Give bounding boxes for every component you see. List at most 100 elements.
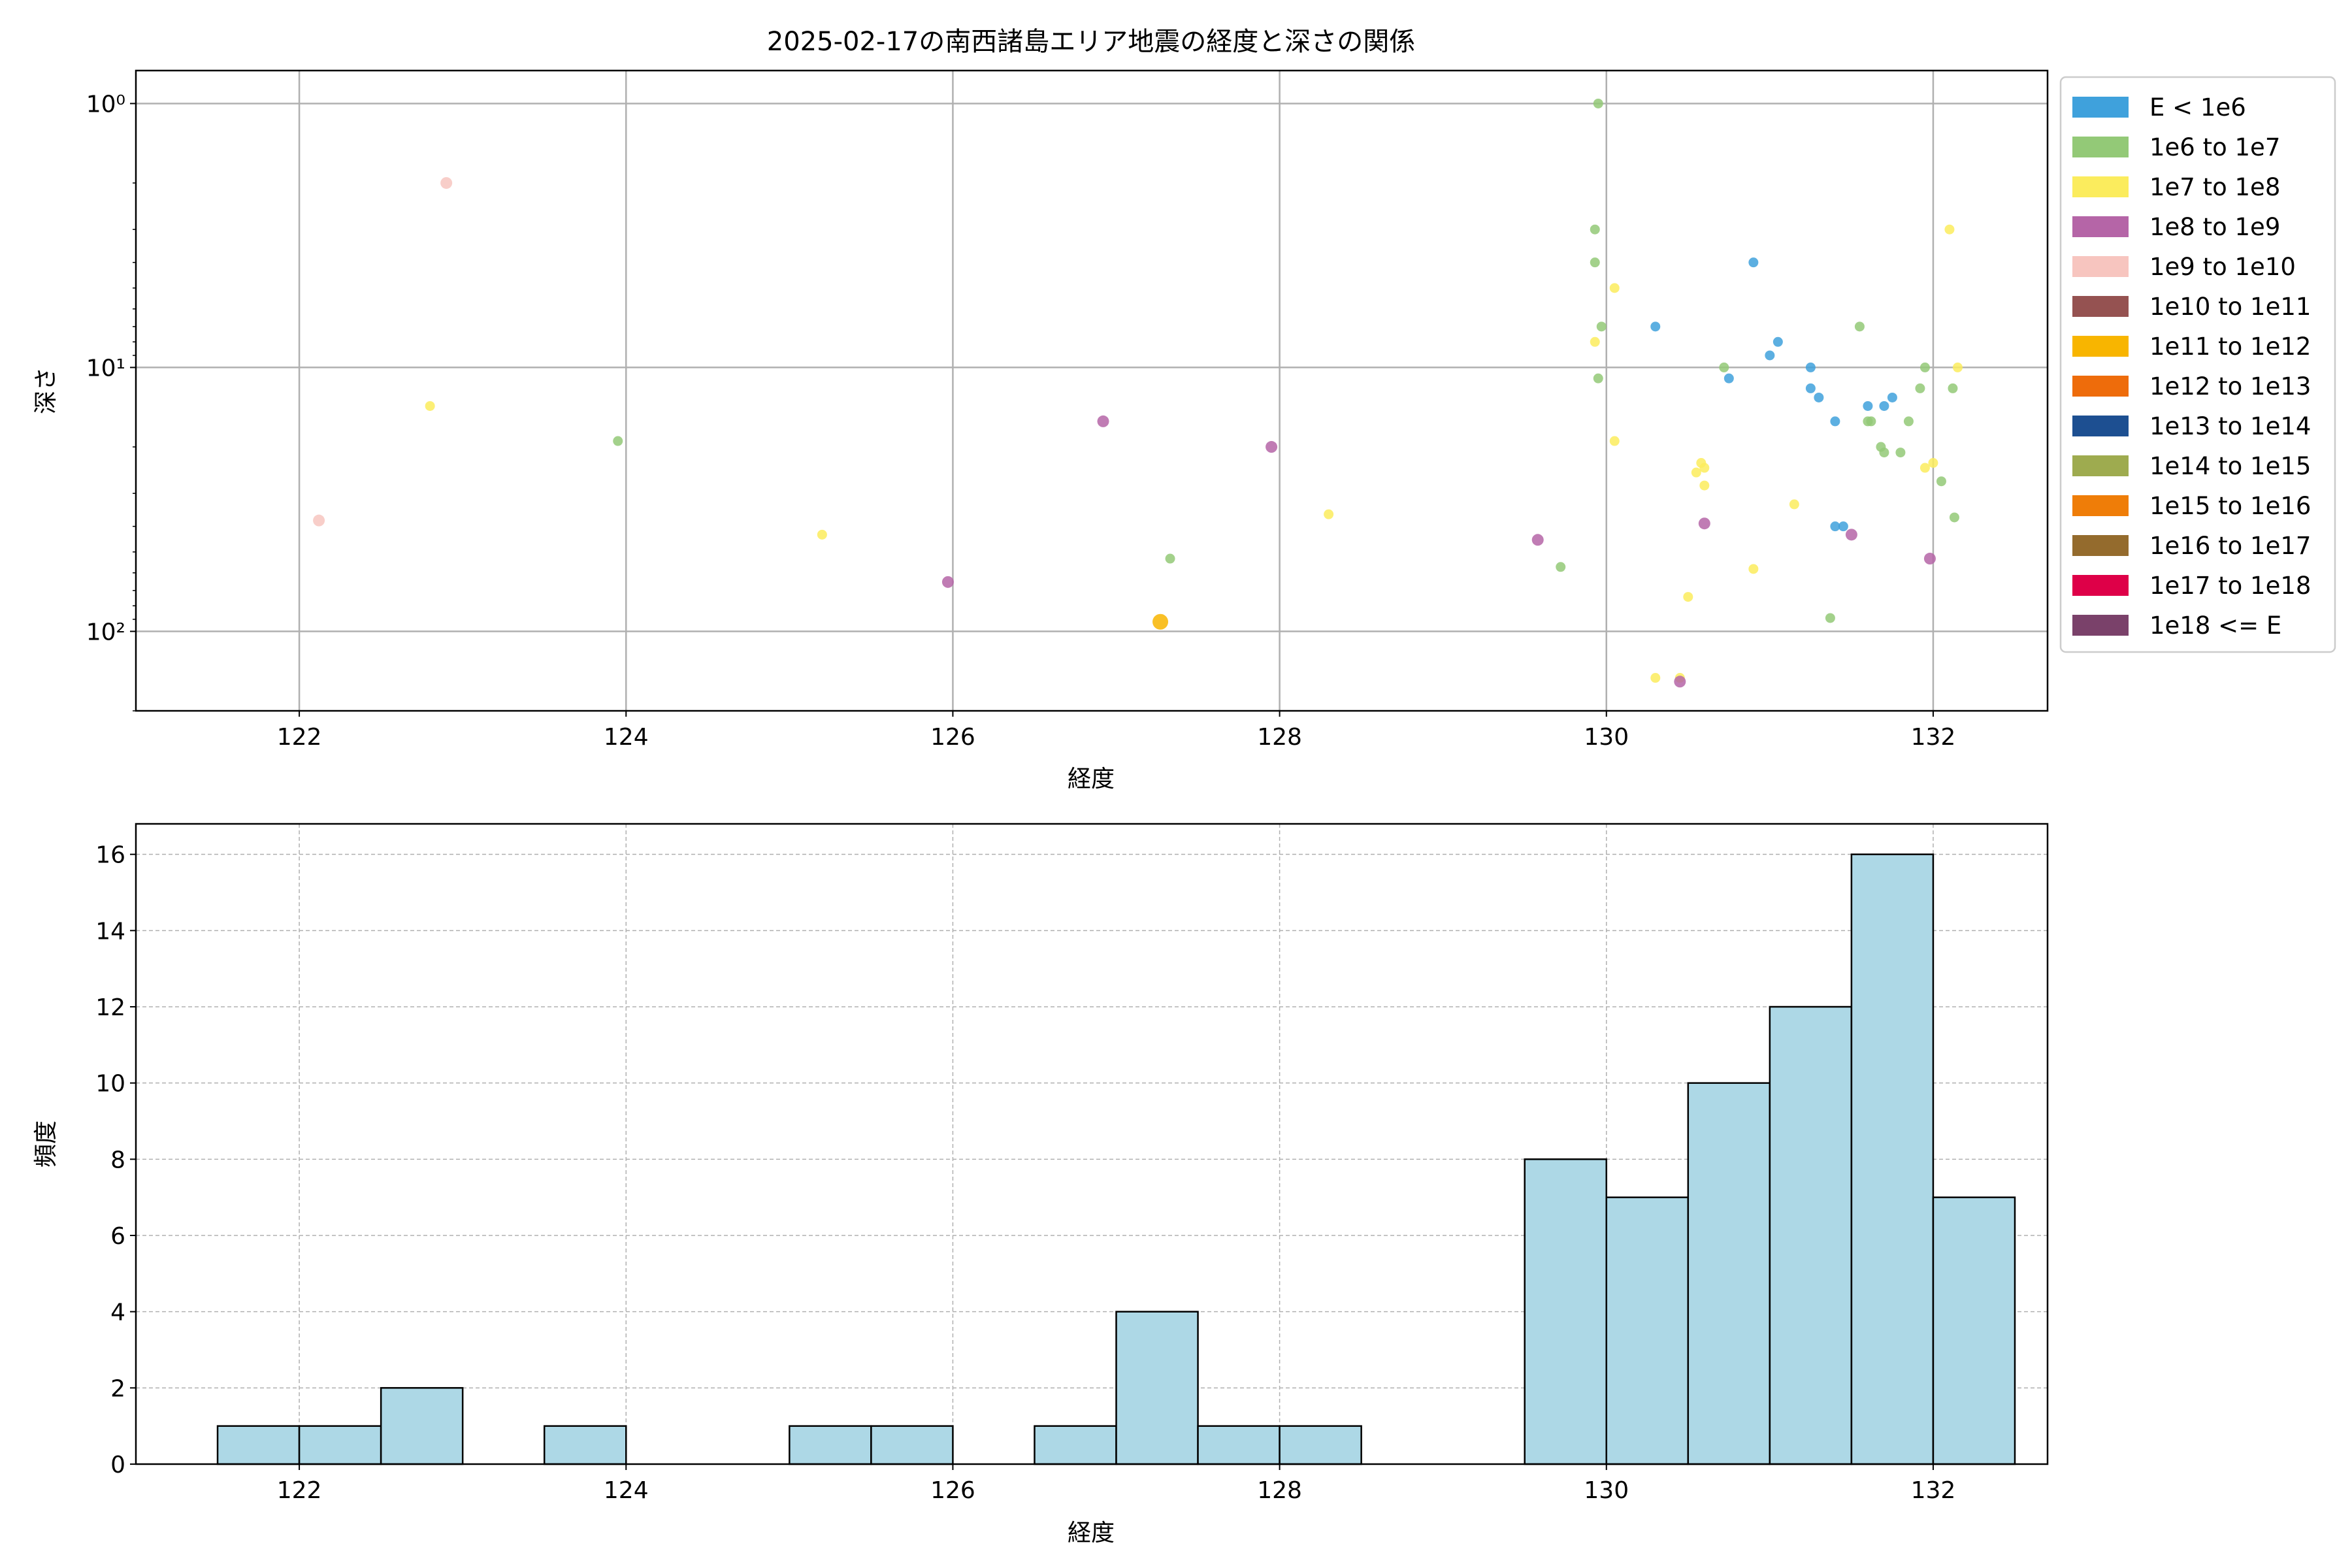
legend-swatch (2072, 455, 2129, 476)
scatter-point (1748, 564, 1759, 574)
scatter-point (1719, 362, 1729, 372)
histogram-bar (789, 1425, 872, 1465)
scatter-point (1650, 321, 1661, 332)
scatter-point (613, 436, 623, 446)
legend-swatch (2072, 176, 2129, 197)
scatter-y-ticks: 10⁰ 10¹ 10² (86, 91, 136, 711)
legend-label: 1e9 to 1e10 (2149, 253, 2296, 281)
scatter-point (1152, 613, 1169, 630)
histogram-bars (216, 853, 2016, 1465)
legend-frame (2059, 76, 2336, 653)
histogram-y-tick-label: 14 (95, 918, 125, 945)
scatter-x-tick-label: 124 (604, 724, 649, 751)
scatter-x-tick-label: 130 (1584, 724, 1629, 751)
scatter-point (1097, 415, 1109, 427)
scatter-point (941, 576, 954, 588)
legend-label: 1e6 to 1e7 (2149, 133, 2280, 161)
histogram-bar (543, 1425, 627, 1465)
histogram-panel: 122 124 126 128 130 132 0 2 4 6 8 10 12 14 16 経度 頻度 (33, 823, 2049, 1546)
scatter-point (1596, 321, 1607, 332)
legend: E < 1e6 1e6 to 1e7 1e7 to 1e8 1e8 to 1e9 1e9… (2059, 76, 2336, 653)
legend-label: E < 1e6 (2149, 93, 2246, 122)
scatter-point (1699, 463, 1710, 473)
histogram-x-tick-label: 126 (930, 1477, 975, 1504)
histogram-y-label: 頻度 (33, 1120, 59, 1168)
histogram-x-tick-label: 128 (1257, 1477, 1302, 1504)
histogram-bar (1115, 1311, 1199, 1465)
histogram-y-ticks: 0 2 4 6 8 10 12 14 16 (95, 842, 136, 1478)
histogram-bar (1932, 1196, 2016, 1465)
histogram-x-tick-label: 130 (1584, 1477, 1629, 1504)
scatter-point (1825, 613, 1835, 623)
scatter-point (1699, 480, 1710, 491)
scatter-title: 2025-02-17の南西諸島エリア地震の経度と深さの関係 (767, 27, 1415, 57)
histogram-x-tick-label: 122 (277, 1477, 322, 1504)
scatter-point (1936, 476, 1946, 487)
scatter-point (1919, 362, 1930, 372)
legend-label: 1e16 to 1e17 (2149, 532, 2311, 560)
scatter-x-label: 経度 (1068, 766, 1115, 792)
scatter-point (1772, 336, 1783, 347)
scatter-point (1887, 392, 1897, 402)
legend-label: 1e12 to 1e13 (2149, 372, 2311, 400)
scatter-point (313, 514, 325, 527)
histogram-y-tick-label: 8 (110, 1147, 125, 1173)
legend-swatch (2072, 296, 2129, 317)
legend-swatch (2072, 216, 2129, 237)
histogram-y-tick-label: 16 (95, 842, 125, 869)
scatter-point (1830, 521, 1840, 532)
histogram-y-tick-label: 0 (110, 1452, 125, 1478)
histogram-y-tick-label: 4 (110, 1299, 125, 1326)
histogram-x-tick-label: 124 (604, 1477, 649, 1504)
legend-items: E < 1e6 1e6 to 1e7 1e7 to 1e8 1e8 to 1e9 1e9… (2072, 93, 2311, 640)
legend-swatch (2072, 535, 2129, 556)
scatter-point (1805, 383, 1816, 393)
scatter-point (1948, 383, 1958, 393)
scatter-point (1805, 362, 1816, 372)
legend-swatch (2072, 575, 2129, 596)
scatter-x-tick-label: 132 (1911, 724, 1956, 751)
scatter-point (1691, 467, 1701, 478)
scatter-point (1814, 392, 1824, 402)
scatter-point (1765, 350, 1775, 361)
scatter-point (1838, 521, 1848, 532)
scatter-point (1556, 562, 1566, 572)
legend-label: 1e18 <= E (2149, 612, 2281, 640)
scatter-point (1903, 416, 1914, 427)
scatter-point (440, 177, 453, 189)
scatter-point (1165, 553, 1175, 564)
scatter-point (1879, 400, 1889, 411)
scatter-point (1863, 416, 1873, 427)
scatter-x-ticks: 122 124 126 128 130 132 (277, 711, 1956, 751)
scatter-point (1683, 592, 1693, 602)
histogram-x-ticks: 122 124 126 128 130 132 (277, 1464, 1956, 1504)
histogram-bar (1524, 1158, 1608, 1465)
scatter-x-tick-label: 126 (930, 724, 975, 751)
scatter-frame (135, 69, 2049, 712)
scatter-point (1944, 224, 1955, 235)
histogram-bar (1605, 1196, 1690, 1465)
legend-label: 1e7 to 1e8 (2149, 173, 2280, 201)
scatter-point (1748, 257, 1759, 268)
scatter-point (1845, 529, 1857, 541)
histogram-bar (870, 1425, 954, 1465)
scatter-point (425, 400, 435, 411)
legend-label: 1e11 to 1e12 (2149, 333, 2311, 361)
scatter-point (1674, 676, 1686, 688)
scatter-point (1609, 283, 1620, 293)
legend-label: 1e14 to 1e15 (2149, 452, 2311, 480)
scatter-point (1928, 458, 1938, 468)
scatter-point (1830, 416, 1840, 427)
histogram-bar (1850, 853, 1935, 1465)
scatter-point (1609, 436, 1620, 446)
scatter-point (1923, 553, 1936, 565)
scatter-point (1863, 400, 1873, 411)
scatter-point (1324, 509, 1334, 519)
scatter-x-tick-label: 122 (277, 724, 322, 751)
histogram-x-tick-label: 132 (1911, 1477, 1956, 1504)
scatter-grid (136, 71, 2048, 711)
scatter-point (1590, 336, 1600, 347)
scatter-point (1919, 463, 1930, 473)
histogram-y-tick-label: 12 (95, 994, 125, 1021)
scatter-point (1531, 534, 1544, 546)
